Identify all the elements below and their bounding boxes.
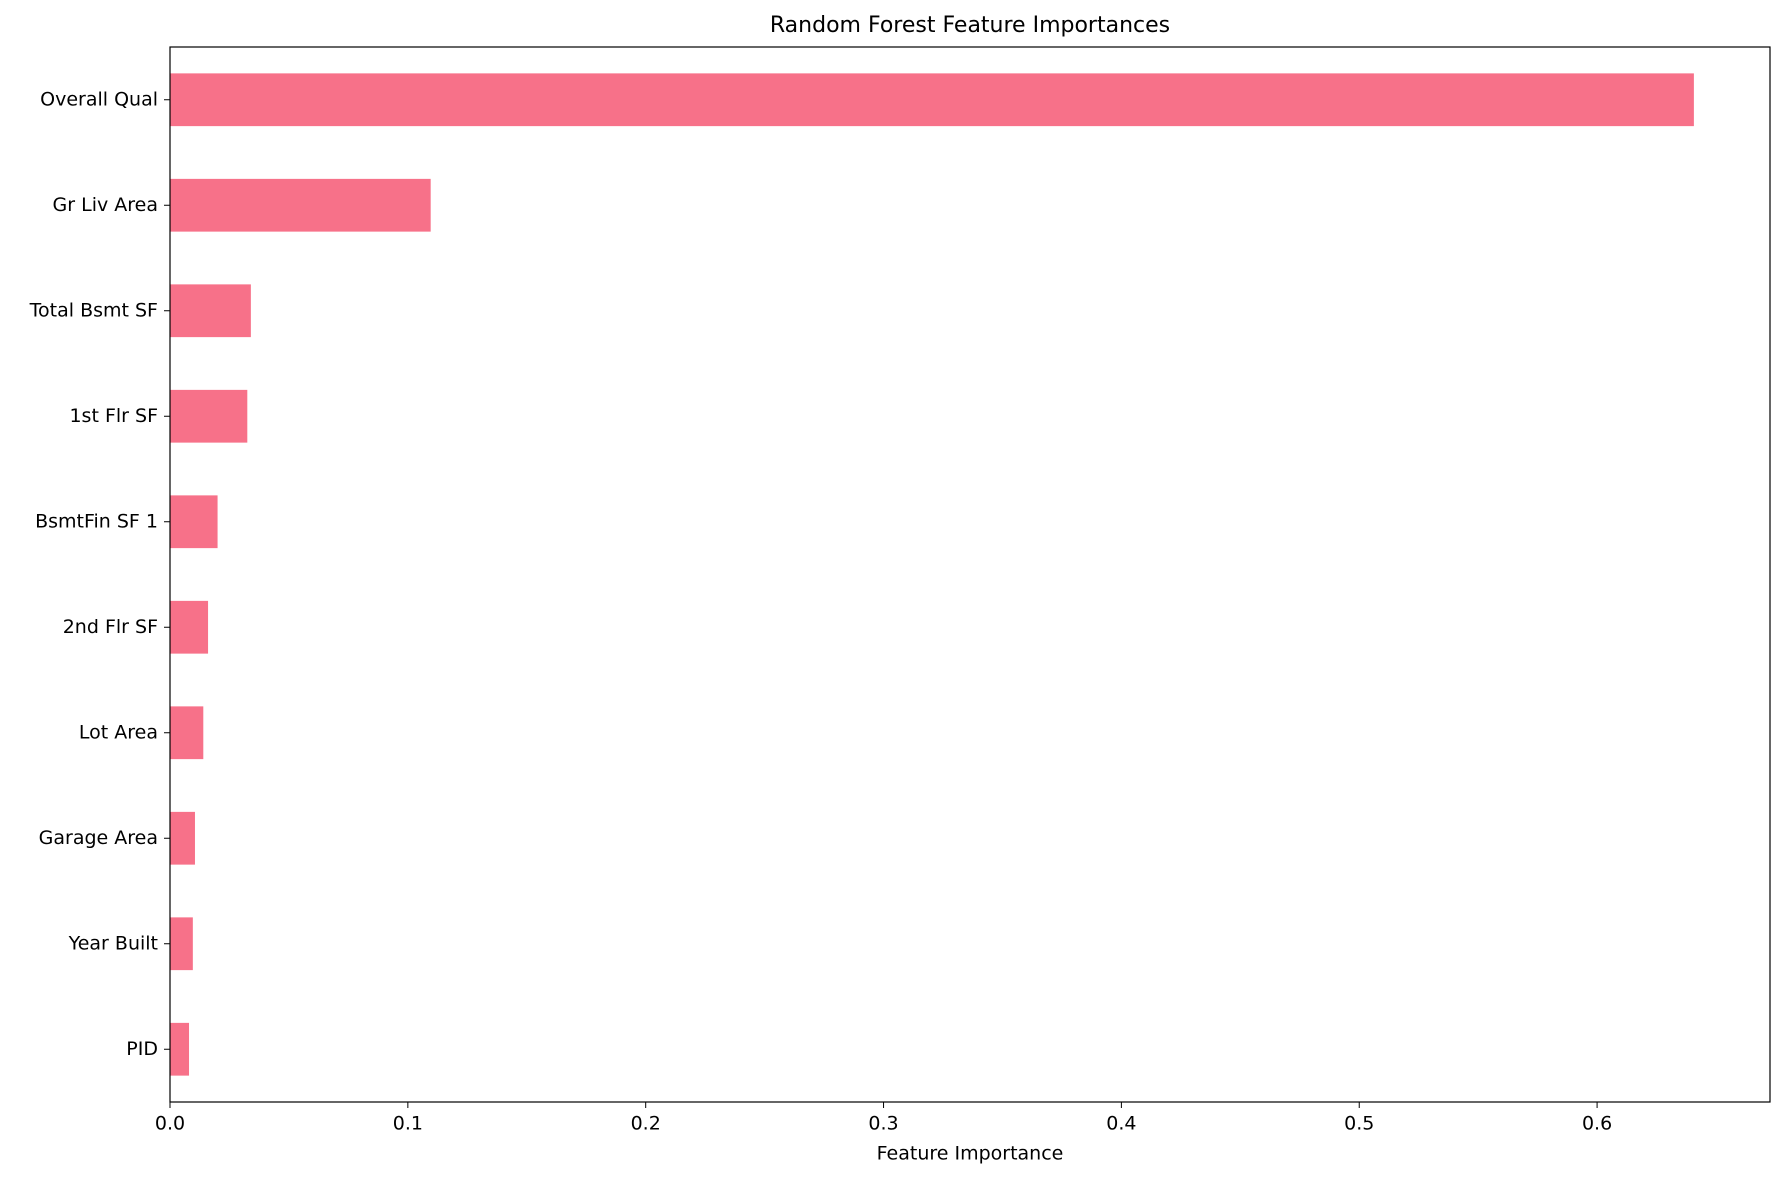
bar [170, 389, 248, 443]
y-tick-label: PID [126, 1038, 158, 1060]
x-tick-label: 0.2 [631, 1113, 661, 1135]
x-axis-label: Feature Importance [877, 1143, 1064, 1165]
y-tick-label: 1st Flr SF [69, 405, 158, 427]
chart-title: Random Forest Feature Importances [770, 13, 1170, 38]
y-tick-label: Overall Qual [40, 88, 158, 110]
bar [170, 917, 193, 971]
bar [170, 706, 204, 760]
bar [170, 811, 195, 865]
y-tick-label: Year Built [68, 932, 158, 954]
x-tick-label: 0.3 [868, 1113, 898, 1135]
bar [170, 178, 431, 232]
y-tick-label: Garage Area [39, 827, 158, 849]
y-tick-label: Lot Area [79, 721, 158, 743]
bar [170, 73, 1694, 127]
bar [170, 1022, 190, 1076]
bar [170, 284, 251, 338]
bar [170, 495, 218, 549]
plot-frame [169, 46, 1771, 1103]
y-tick-label: 2nd Flr SF [63, 616, 158, 638]
x-tick-label: 0.4 [1106, 1113, 1136, 1135]
bar [170, 600, 209, 654]
x-tick-label: 0.5 [1344, 1113, 1374, 1135]
x-tick-label: 0.6 [1582, 1113, 1612, 1135]
y-tick-label: Total Bsmt SF [29, 299, 158, 321]
y-tick-label: BsmtFin SF 1 [35, 510, 158, 532]
y-tick-label: Gr Liv Area [53, 194, 158, 216]
x-tick-label: 0.0 [155, 1113, 185, 1135]
x-tick-label: 0.1 [393, 1113, 423, 1135]
